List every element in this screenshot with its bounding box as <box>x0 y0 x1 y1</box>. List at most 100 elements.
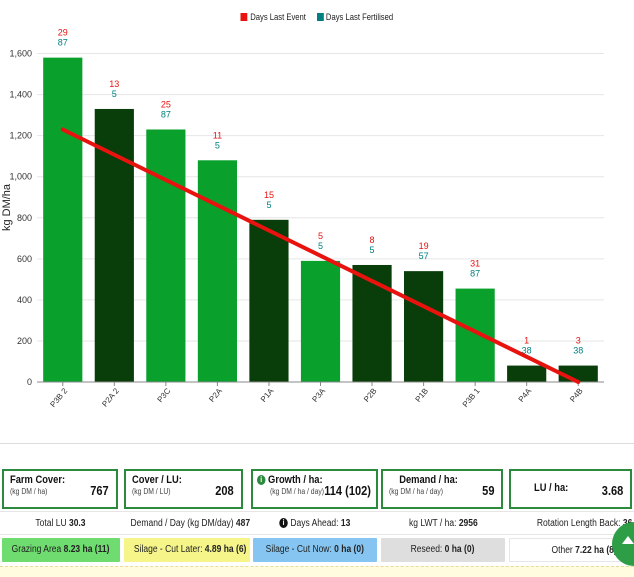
badge-label: Other <box>551 545 574 556</box>
x-tick-label: P3B 1 <box>461 386 482 409</box>
legend-swatch-days-last-event <box>240 13 248 21</box>
kpi-growth-per-ha[interactable]: i Growth / ha: (kg DM / ha / day) 114 (10… <box>251 469 378 509</box>
badge-value: 8.23 ha (11) <box>64 544 110 555</box>
kpi-value: 59 <box>481 483 494 498</box>
x-tick-label: P2B <box>362 387 379 404</box>
stat-kg-lwt-per-ha: kg LWT / ha: 2956 <box>378 512 508 536</box>
badge-label: Silage - Cut Later: <box>133 544 203 555</box>
kpi-value: 767 <box>90 483 109 498</box>
y-tick-label: 600 <box>17 254 32 264</box>
y-tick-label: 0 <box>27 377 32 387</box>
bottom-strip <box>0 566 634 577</box>
kpi-demand-per-ha[interactable]: Demand / ha: (kg DM / ha / day) 59 <box>381 469 503 509</box>
badge-label: Reseed: <box>411 544 443 555</box>
badge-label: Silage - Cut Now: <box>265 544 332 555</box>
badge-value: 4.89 ha (6) <box>204 544 247 555</box>
kpi-farm-cover[interactable]: Farm Cover: (kg DM / ha) 767 <box>2 469 118 509</box>
trend-line <box>60 127 581 384</box>
days-last-event-label: 25 <box>161 99 171 109</box>
stat-value: 487 <box>235 518 251 529</box>
legend-item-days-last-fertilised[interactable]: Days Last Fertilised <box>316 12 393 22</box>
days-last-fertilised-label: 87 <box>470 269 480 279</box>
stat-label: Demand / Day (kg DM/day) <box>130 518 234 529</box>
days-last-event-label: 1 <box>524 336 529 346</box>
kpi-title: Farm Cover: <box>10 474 66 486</box>
paddock-cover-chart: 0 200 400 600 800 1,000 1,200 1,400 1,600 kg DM/h… <box>1 28 604 409</box>
days-last-fertilised-label: 57 <box>419 251 429 261</box>
days-last-event-label: 13 <box>109 79 119 89</box>
days-last-fertilised-label: 5 <box>112 89 117 99</box>
kpi-value: 208 <box>215 483 234 498</box>
kpi-row: Farm Cover: (kg DM / ha) 767 Cover / LU:… <box>0 469 634 509</box>
kpi-value: 114 (102) <box>324 483 371 498</box>
info-icon[interactable]: i <box>257 475 266 486</box>
kpi-title: Cover / LU: <box>132 474 182 486</box>
days-last-fertilised-label: 5 <box>370 245 375 255</box>
bar-p2a[interactable] <box>197 160 237 382</box>
badge-reseed[interactable]: Reseed: 0 ha (0) <box>381 538 505 562</box>
kpi-unit: (kg DM / ha) <box>10 487 48 496</box>
bar-p3c[interactable] <box>146 129 186 382</box>
bar-p4a[interactable] <box>507 365 547 382</box>
stats-row: Total LU 30.3 Demand / Day (kg DM/day) 4… <box>0 511 634 535</box>
days-last-event-label: 31 <box>470 259 480 269</box>
badge-silage-cut-now[interactable]: Silage - Cut Now: 0 ha (0) <box>253 538 377 562</box>
days-last-fertilised-label: 38 <box>573 346 583 356</box>
bar-p3b-1[interactable] <box>455 288 495 382</box>
stat-demand-per-day: Demand / Day (kg DM/day) 487 <box>120 512 252 536</box>
area-summary-row: Grazing Area 8.23 ha (11) Silage - Cut L… <box>0 538 634 564</box>
days-last-fertilised-label: 5 <box>266 200 271 210</box>
chart-area: 0 200 400 600 800 1,000 1,200 1,400 1,600 kg DM/h… <box>1 12 604 409</box>
days-last-fertilised-label: 5 <box>318 241 323 251</box>
kpi-title: LU / ha: <box>534 482 569 494</box>
days-last-fertilised-label: 87 <box>58 38 68 48</box>
badge-value: 0 ha (0) <box>445 544 475 555</box>
scroll-up-button[interactable] <box>612 522 634 566</box>
badge-other[interactable]: Other 7.22 ha (8) <box>509 538 632 562</box>
stat-total-lu: Total LU 30.3 <box>0 512 120 536</box>
x-tick-label: P3B 2 <box>48 386 69 409</box>
x-tick-label: P1B <box>414 387 431 404</box>
y-tick-label: 400 <box>17 295 32 305</box>
info-icon[interactable]: i <box>279 518 288 529</box>
legend-label-days-last-event: Days Last Event <box>250 12 306 22</box>
bar-p3b-2[interactable] <box>43 57 83 383</box>
kpi-cover-per-lu[interactable]: Cover / LU: (kg DM / LU) 208 <box>124 469 243 509</box>
kpi-title: i Growth / ha: <box>257 474 353 486</box>
bar-p1a[interactable] <box>249 219 289 382</box>
y-tick-label: 1,600 <box>9 49 32 59</box>
kpi-lu-per-ha[interactable]: LU / ha: 3.68 <box>509 469 632 509</box>
days-last-event-label: 8 <box>370 235 375 245</box>
days-last-event-label: 11 <box>213 130 222 140</box>
stat-label: Days Ahead: <box>290 518 339 529</box>
legend-item-days-last-event[interactable]: Days Last Event <box>240 12 306 22</box>
badge-grazing-area[interactable]: Grazing Area 8.23 ha (11) <box>2 538 120 562</box>
bar-p1b[interactable] <box>404 271 444 382</box>
kpi-unit: (kg DM / ha / day) <box>270 487 325 496</box>
x-tick-label: P2A 2 <box>100 386 121 409</box>
stat-label: kg LWT / ha: <box>408 518 457 529</box>
y-tick-label: 1,000 <box>9 172 32 182</box>
badge-silage-cut-later[interactable]: Silage - Cut Later: 4.89 ha (6) <box>124 538 250 562</box>
y-tick-label: 800 <box>17 213 32 223</box>
stat-value: 30.3 <box>68 518 86 529</box>
days-last-event-label: 5 <box>318 231 323 241</box>
bar-p2b[interactable] <box>352 264 392 382</box>
stat-value: 13 <box>341 518 351 529</box>
stat-label: Total LU <box>34 518 67 529</box>
chevron-up-icon <box>622 536 634 544</box>
x-tick-label: P3C <box>155 386 172 404</box>
days-last-event-label: 29 <box>58 28 68 38</box>
days-last-event-label: 19 <box>419 241 429 251</box>
days-last-fertilised-label: 5 <box>215 140 220 150</box>
badge-value: 0 ha (0) <box>334 544 365 555</box>
days-last-event-label: 3 <box>576 336 581 346</box>
y-axis-title: kg DM/ha <box>1 183 13 231</box>
bar-p3a[interactable] <box>300 260 341 382</box>
x-tick-label: P4A <box>517 386 534 404</box>
y-tick-label: 1,400 <box>9 90 32 100</box>
stat-days-ahead: i Days Ahead: 13 <box>252 512 378 536</box>
kpi-title: Demand / ha: <box>399 474 458 486</box>
kpi-value: 3.68 <box>601 483 623 498</box>
kpi-title-text: Growth / ha: <box>268 474 323 486</box>
